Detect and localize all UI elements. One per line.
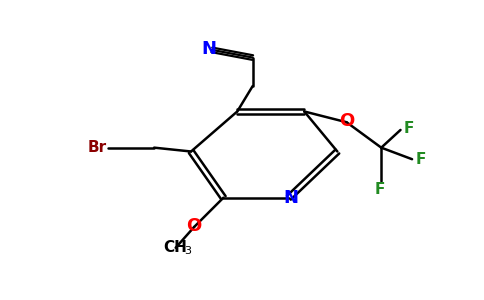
Text: 3: 3	[184, 246, 191, 256]
Text: O: O	[186, 217, 202, 235]
Text: N: N	[201, 40, 216, 58]
Text: N: N	[283, 189, 298, 207]
Text: F: F	[415, 152, 425, 167]
Text: CH: CH	[164, 240, 188, 255]
Text: F: F	[375, 182, 385, 197]
Text: F: F	[404, 121, 414, 136]
Text: O: O	[339, 112, 354, 130]
Text: Br: Br	[87, 140, 106, 155]
